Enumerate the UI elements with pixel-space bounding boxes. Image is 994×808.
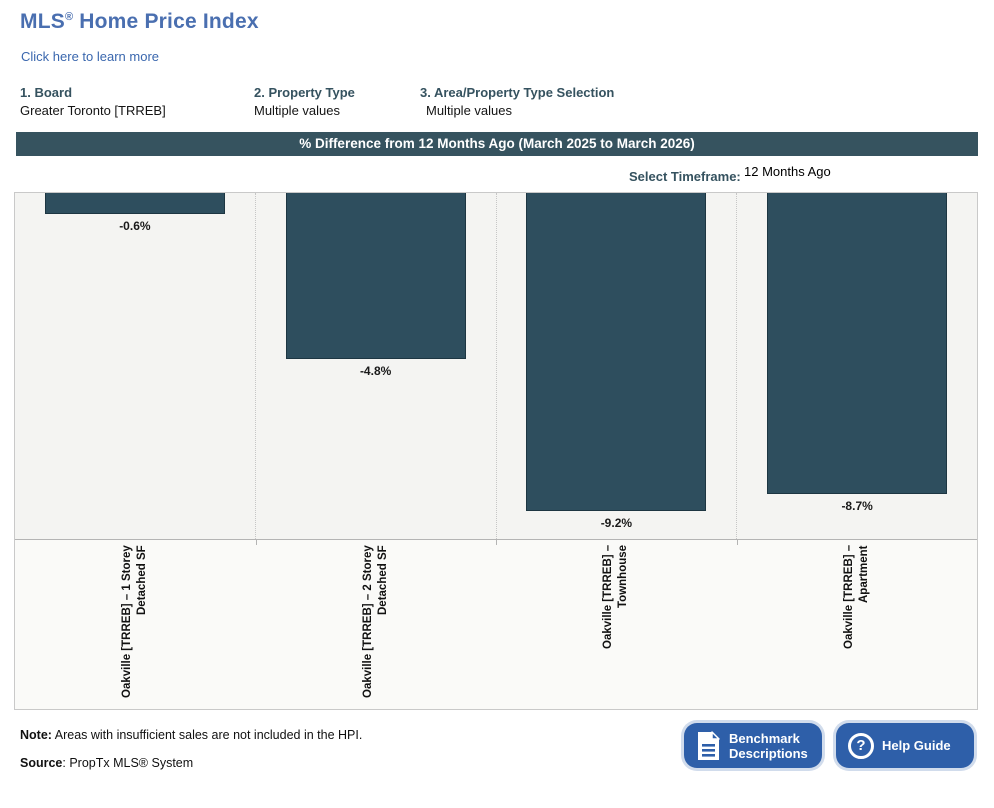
bar-value-label: -8.7% <box>841 499 873 514</box>
timeframe-label: Select Timeframe: <box>629 169 741 184</box>
filter-property-type-value[interactable]: Multiple values <box>254 103 340 118</box>
filter-board-label: 1. Board <box>20 85 73 100</box>
category-label[interactable]: Oakville [TRREB] – Apartment <box>842 545 870 650</box>
chart-title-banner: % Difference from 12 Months Ago (March 2… <box>16 132 978 156</box>
note-text: Note: Areas with insufficient sales are … <box>20 728 363 742</box>
chart-panel: -0.6% <box>15 193 255 539</box>
axis-band: Oakville [TRREB] – 1 Storey Detached SF O… <box>15 540 977 709</box>
bar-2[interactable] <box>285 193 466 360</box>
timeframe-select[interactable]: 12 Months Ago <box>744 164 831 179</box>
bar-4[interactable] <box>767 193 948 495</box>
axis-cell: Oakville [TRREB] – Townhouse <box>496 540 738 709</box>
bar-3[interactable] <box>526 193 707 512</box>
registered-trademark: ® <box>64 11 74 23</box>
axis-tick <box>255 540 257 545</box>
plot-area: -0.6% -4.8% -9.2% -8.7% <box>15 193 977 540</box>
filter-property-type-label: 2. Property Type <box>254 85 355 100</box>
question-icon: ? <box>848 732 874 759</box>
axis-tick <box>736 540 738 545</box>
benchmark-descriptions-label: Benchmark Descriptions <box>729 730 808 761</box>
bar-1[interactable] <box>44 193 225 214</box>
filter-board: 1. Board Greater Toronto [TRREB] <box>20 85 166 118</box>
filter-area-selection-value[interactable]: Multiple values <box>426 103 512 118</box>
bar-value-label: -4.8% <box>359 364 392 379</box>
filter-bar: 1. Board Greater Toronto [TRREB] 2. Prop… <box>0 85 994 125</box>
category-label[interactable]: Oakville [TRREB] – 1 Storey Detached SF <box>121 545 149 698</box>
bar-value-label: -0.6% <box>119 218 151 233</box>
chart-panel: -4.8% <box>254 193 496 539</box>
bar-value-label: -9.2% <box>600 516 633 531</box>
learn-more-link[interactable]: Click here to learn more <box>21 49 159 64</box>
axis-cell: Oakville [TRREB] – 2 Storey Detached SF <box>256 540 497 709</box>
help-guide-button[interactable]: ? Help Guide <box>836 723 974 768</box>
filter-area-selection-label: 3. Area/Property Type Selection <box>420 85 615 100</box>
document-icon <box>698 730 720 760</box>
filter-area-selection: 3. Area/Property Type Selection Multiple… <box>420 85 614 118</box>
source-text: Source: PropTx MLS® System <box>20 756 194 770</box>
category-label[interactable]: Oakville [TRREB] – 2 Storey Detached SF <box>361 545 389 698</box>
filter-property-type: 2. Property Type Multiple values <box>254 85 355 118</box>
help-guide-label: Help Guide <box>882 738 951 753</box>
axis-tick <box>496 540 497 545</box>
chart-panel: -8.7% <box>736 193 977 539</box>
filter-board-value[interactable]: Greater Toronto [TRREB] <box>20 103 166 118</box>
category-label[interactable]: Oakville [TRREB] – Townhouse <box>602 545 630 650</box>
axis-cell: Oakville [TRREB] – Apartment <box>737 540 978 709</box>
bar-chart: -0.6% -4.8% -9.2% -8.7% Oakville [TRREB] – … <box>14 192 978 710</box>
benchmark-descriptions-button[interactable]: Benchmark Descriptions <box>684 723 822 768</box>
page-title: MLS® Home Price Index <box>20 10 259 33</box>
chart-panel: -9.2% <box>495 193 737 539</box>
axis-cell: Oakville [TRREB] – 1 Storey Detached SF <box>15 540 257 709</box>
